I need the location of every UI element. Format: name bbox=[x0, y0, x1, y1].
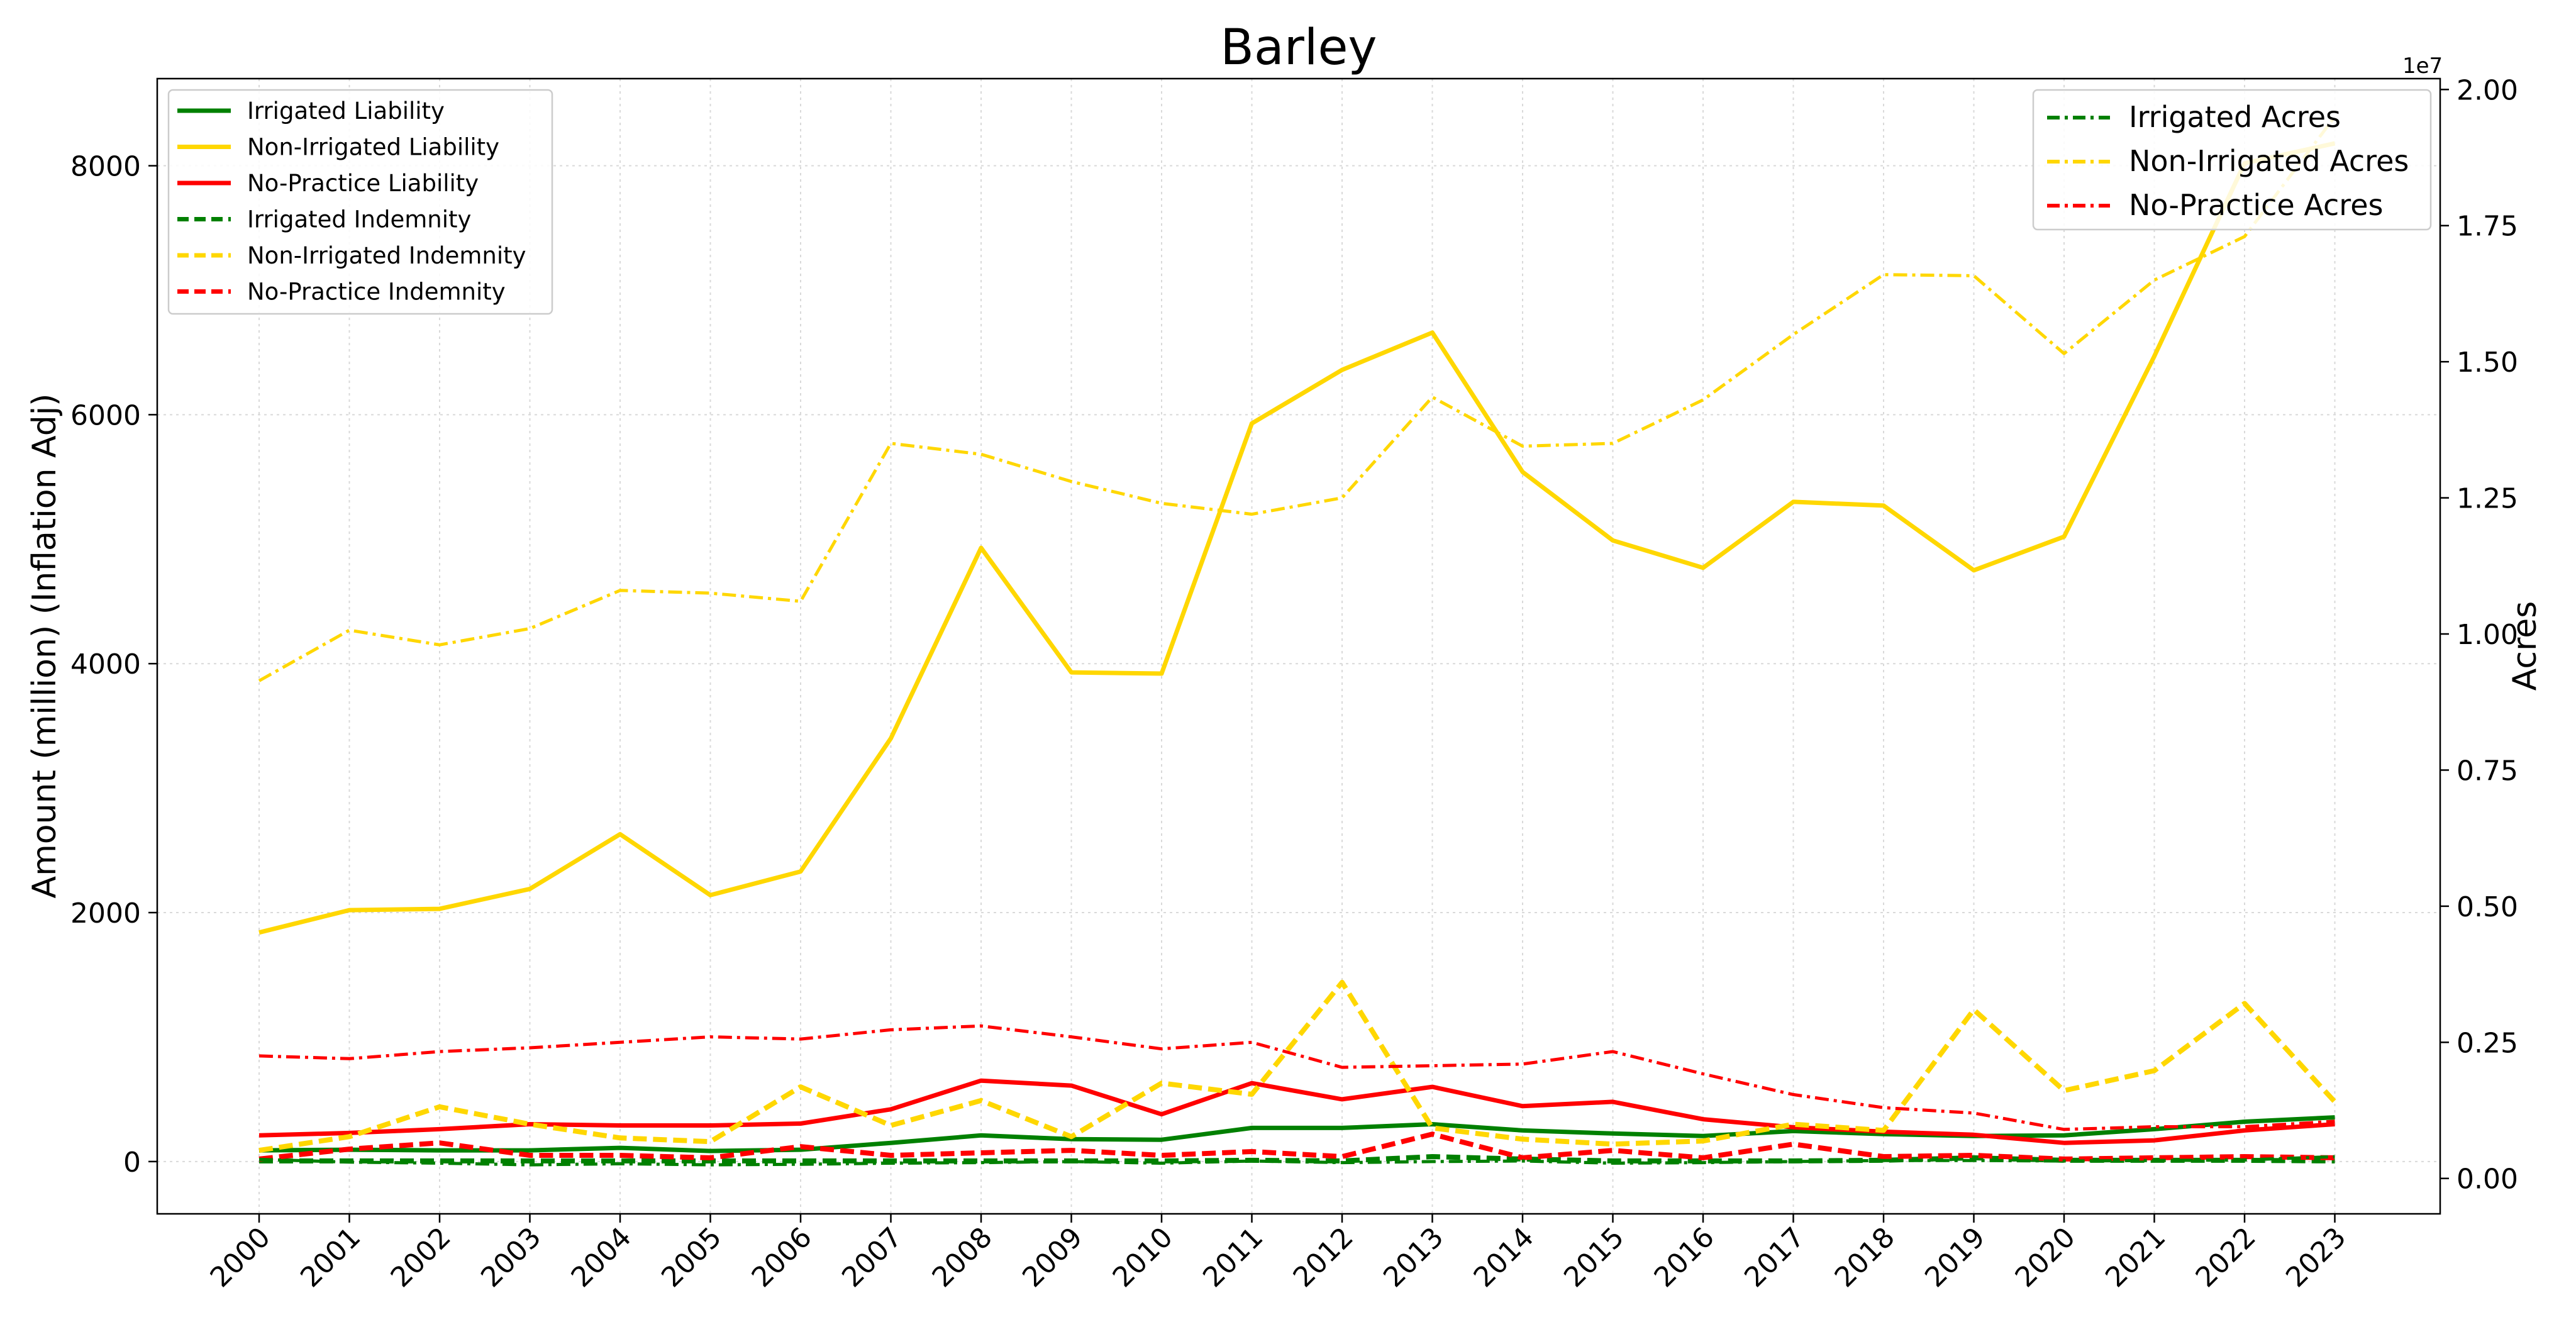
series-no-practice-acres bbox=[258, 1024, 2335, 1131]
y2-tick-label: 1.50 bbox=[2457, 347, 2518, 379]
legend-label-non-irrigated-indemnity: Non-Irrigated Indemnity bbox=[247, 242, 526, 269]
y2-axis-label: Acres bbox=[2506, 601, 2544, 691]
y-tick-label: 4000 bbox=[70, 648, 141, 680]
legend-right: Irrigated Acres Non-Irrigated Acres No-Pra… bbox=[2032, 89, 2432, 231]
y2-tick-label: 0.00 bbox=[2457, 1164, 2518, 1196]
legend-left: Irrigated Liability Non-Irrigated Liabili… bbox=[167, 89, 553, 315]
y-axis-label: Amount (million) (Inflation Adj) bbox=[26, 394, 64, 899]
y-tick-label: 2000 bbox=[70, 897, 141, 930]
y-axis-left: 0 2000 4000 6000 8000 bbox=[70, 151, 157, 1179]
series-non-irrigated-liability bbox=[258, 141, 2336, 935]
y2-offset-text: 1e7 bbox=[2402, 53, 2443, 79]
y2-tick-label: 1.75 bbox=[2457, 211, 2518, 243]
y-tick-label: 6000 bbox=[70, 399, 141, 431]
y2-tick-label: 1.25 bbox=[2457, 483, 2518, 515]
legend-label-irrigated-liability: Irrigated Liability bbox=[247, 97, 445, 125]
y-tick-label: 0 bbox=[123, 1147, 141, 1179]
y2-tick-label: 2.00 bbox=[2457, 74, 2518, 106]
chart-title: Barley bbox=[1220, 19, 1377, 76]
legend-label-irrigated-indemnity: Irrigated Indemnity bbox=[247, 206, 471, 233]
series-non-irrigated-indemnity bbox=[258, 979, 2337, 1153]
series-lines bbox=[258, 116, 2337, 1167]
legend-right-box bbox=[2032, 89, 2432, 231]
y2-tick-label: 0.50 bbox=[2457, 891, 2518, 923]
legend-label-non-irrigated-acres: Non-Irrigated Acres bbox=[2129, 144, 2409, 178]
legend-label-irrigated-acres: Irrigated Acres bbox=[2129, 100, 2341, 134]
legend-label-no-practice-acres: No-Practice Acres bbox=[2129, 188, 2383, 222]
y-axis-right: 0.00 0.25 0.50 0.75 1.00 1.25 1.50 1.75 2.00 bbox=[2440, 74, 2518, 1196]
legend-label-non-irrigated-liability: Non-Irrigated Liability bbox=[247, 134, 499, 161]
y-tick-label: 8000 bbox=[70, 151, 141, 183]
legend-label-no-practice-indemnity: No-Practice Indemnity bbox=[247, 279, 506, 306]
series-irrigated-acres bbox=[258, 1155, 2335, 1167]
series-no-practice-liability bbox=[258, 1078, 2335, 1145]
series-no-practice-indemnity bbox=[258, 1131, 2335, 1162]
y2-tick-label: 0.75 bbox=[2457, 755, 2518, 787]
series-non-irrigated-acres bbox=[258, 116, 2336, 682]
plot-frame bbox=[156, 77, 2441, 1215]
legend-label-no-practice-liability: No-Practice Liability bbox=[247, 170, 479, 197]
y2-tick-label: 1.00 bbox=[2457, 619, 2518, 651]
y2-tick-label: 0.25 bbox=[2457, 1027, 2518, 1059]
legend-left-box bbox=[167, 89, 553, 315]
